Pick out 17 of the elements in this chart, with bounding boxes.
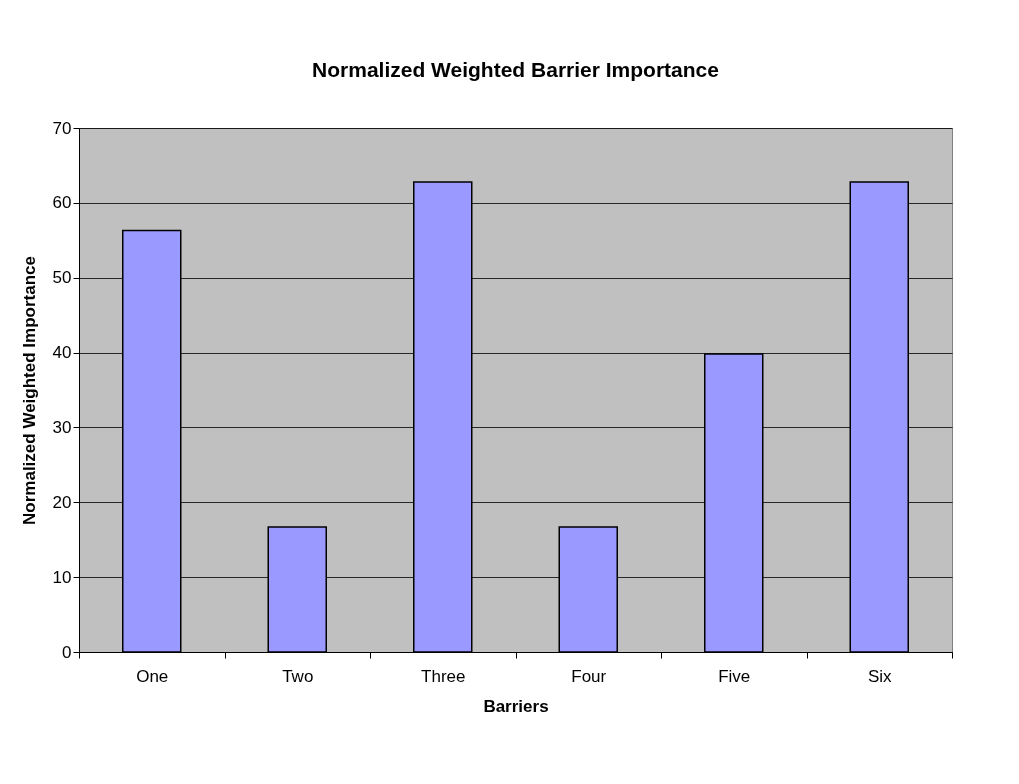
y-axis-title: Normalized Weighted Importance — [19, 256, 39, 525]
x-tick-label: Six — [867, 666, 893, 686]
y-tick-label: 50 — [52, 268, 72, 288]
x-tick-label: Two — [282, 666, 314, 686]
x-tick-label: Four — [571, 666, 607, 686]
y-tick-label: 20 — [52, 492, 72, 512]
y-tick-label: 30 — [52, 417, 72, 437]
y-tick-label: 10 — [52, 567, 72, 587]
y-tick-label: 40 — [52, 343, 72, 363]
x-tick-label: Five — [718, 666, 751, 686]
y-tick-label: 0 — [62, 642, 72, 662]
x-axis-title: Barriers — [483, 696, 549, 716]
chart-title: Normalized Weighted Barrier Importance — [312, 58, 719, 81]
y-tick-label: 60 — [52, 193, 72, 213]
x-tick-label: Three — [421, 666, 466, 686]
y-tick-label: 70 — [52, 118, 72, 138]
x-tick-label: One — [136, 666, 169, 686]
